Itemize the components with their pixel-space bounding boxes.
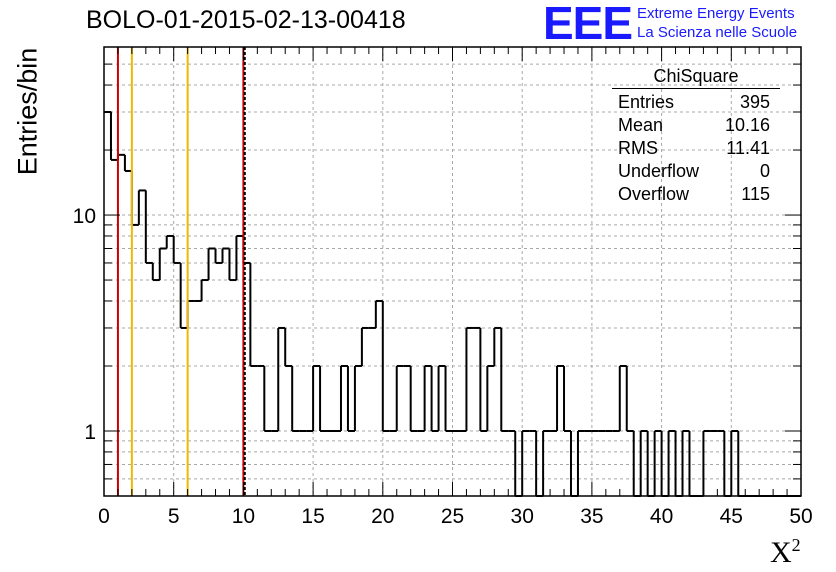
stats-value: 11.41 bbox=[726, 138, 770, 158]
x-tick-label: 10 bbox=[232, 505, 255, 528]
stats-value: 10.16 bbox=[724, 115, 770, 135]
stats-row: Underflow 0 bbox=[612, 160, 780, 183]
stats-row: RMS 11.41 bbox=[612, 137, 780, 160]
stats-row: Mean 10.16 bbox=[612, 114, 780, 137]
logo-line-2: La Scienza nelle Scuole bbox=[637, 24, 798, 41]
y-tick-label: 10 bbox=[73, 205, 96, 228]
y-tick-label: 1 bbox=[84, 421, 96, 444]
stats-label: Underflow bbox=[618, 161, 700, 181]
x-axis-label-base: X bbox=[770, 536, 792, 569]
stats-rows: Entries 395 Mean 10.16 RMS 11.41 Underflow 0 Ove… bbox=[612, 91, 780, 206]
x-axis-label: X2 bbox=[770, 535, 801, 570]
stats-title: ChiSquare bbox=[612, 66, 780, 89]
stats-box: ChiSquare Entries 395 Mean 10.16 RMS 11.41 Und… bbox=[612, 66, 780, 206]
x-tick-label: 30 bbox=[511, 505, 534, 528]
x-axis-label-sup: 2 bbox=[791, 535, 801, 555]
stats-label: Mean bbox=[618, 115, 664, 135]
x-tick-label: 5 bbox=[168, 505, 180, 528]
logo-line-1: Extreme Energy Events bbox=[637, 5, 795, 22]
stats-value: 115 bbox=[741, 184, 770, 204]
stats-label: Entries bbox=[618, 92, 675, 112]
x-tick-label: 0 bbox=[98, 505, 110, 528]
x-tick-label: 50 bbox=[789, 505, 812, 528]
x-tick-label: 25 bbox=[441, 505, 464, 528]
stats-value: 0 bbox=[759, 161, 770, 181]
x-tick-label: 45 bbox=[720, 505, 743, 528]
stats-value: 395 bbox=[739, 92, 770, 112]
stats-label: Overflow bbox=[618, 184, 690, 204]
x-tick-label: 20 bbox=[371, 505, 394, 528]
eee-logo: EEE bbox=[543, 0, 633, 49]
x-tick-label: 35 bbox=[580, 505, 603, 528]
stats-label: RMS bbox=[618, 138, 658, 158]
chart-title: BOLO-01-2015-02-13-00418 bbox=[86, 6, 406, 34]
stats-row: Entries 395 bbox=[612, 91, 780, 114]
x-tick-label: 40 bbox=[650, 505, 673, 528]
stats-row: Overflow 115 bbox=[612, 183, 780, 206]
x-tick-label: 15 bbox=[301, 505, 324, 528]
